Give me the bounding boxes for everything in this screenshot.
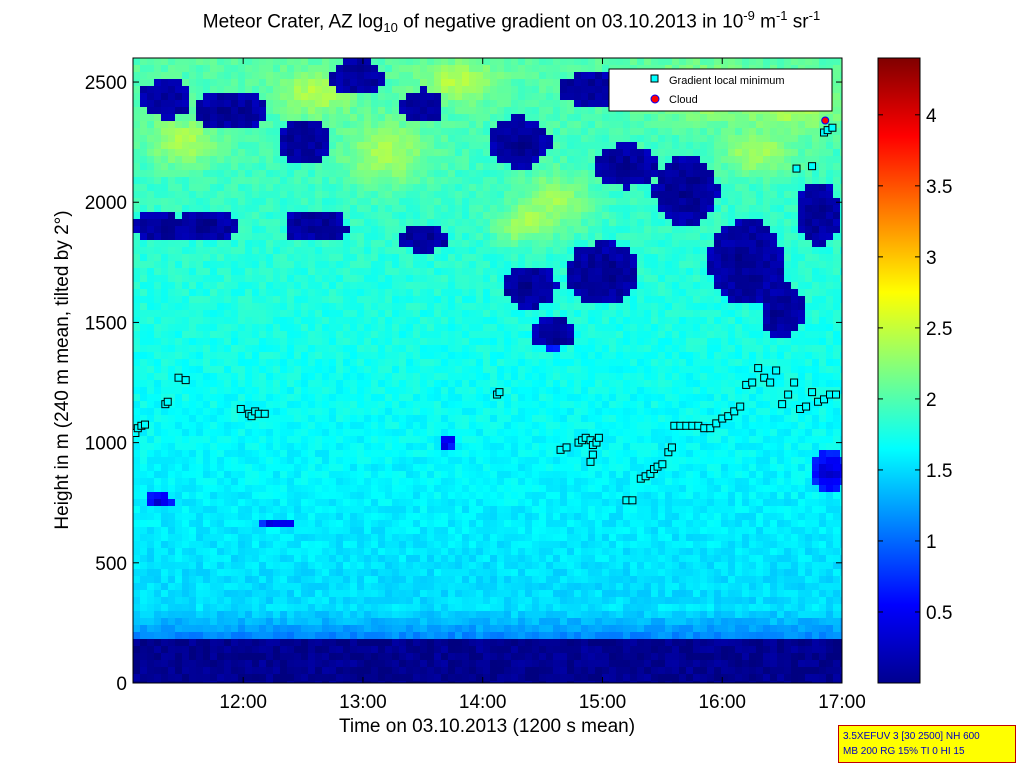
- y-tick-label: 1500: [85, 313, 127, 334]
- y-tick-label: 500: [95, 554, 127, 575]
- gradient-minimum-marker: [658, 460, 667, 469]
- colorbar-scale: [877, 57, 921, 684]
- colorbar: 0.5 1 1.5 2 2.5 3 3.5 4: [877, 57, 952, 684]
- gradient-minimum-marker: [140, 420, 149, 429]
- colorbar-tick-label: 2: [926, 390, 937, 411]
- gradient-minimum-marker: [790, 378, 799, 387]
- gradient-minimum-marker: [163, 397, 172, 406]
- gradient-minimum-marker: [808, 162, 817, 171]
- gradient-minimum-marker: [832, 390, 841, 399]
- colorbar-tick-label: 3: [926, 248, 937, 269]
- colorbar-tick-label: 1.5: [926, 461, 952, 482]
- markers: [133, 116, 841, 505]
- legend-square-icon: [650, 74, 659, 83]
- info-line-2: MB 200 RG 15% TI 0 HI 15: [843, 746, 965, 757]
- gradient-minimum-marker: [628, 496, 637, 505]
- gradient-minimum-marker: [562, 443, 571, 452]
- y-axis-label: Height in m (240 m mean, tilted by 2°): [52, 210, 73, 530]
- x-tick-label: 12:00: [219, 692, 267, 713]
- x-tick-label: 15:00: [579, 692, 627, 713]
- gradient-minimum-marker: [495, 388, 504, 397]
- legend: Gradient local minimum Cloud: [608, 68, 833, 112]
- colorbar-tick-label: 0.5: [926, 603, 952, 624]
- y-tick-label: 1000: [85, 434, 127, 455]
- y-tick-label: 0: [116, 674, 127, 695]
- legend-label-cloud: Cloud: [669, 94, 698, 106]
- gradient-minimum-marker: [760, 373, 769, 382]
- gradient-minimum-marker: [754, 364, 763, 373]
- x-tick-label: 14:00: [459, 692, 507, 713]
- gradient-minimum-marker: [667, 443, 676, 452]
- gradient-minimum-marker: [586, 457, 595, 466]
- heatmap-cells: [133, 58, 842, 683]
- gradient-minimum-marker: [181, 376, 190, 385]
- gradient-minimum-marker: [828, 123, 837, 132]
- gradient-minimum-marker: [820, 395, 829, 404]
- cloud-marker: [821, 116, 830, 125]
- x-tick-label: 17:00: [818, 692, 866, 713]
- colorbar-tick-label: 1: [926, 532, 937, 553]
- info-line-1: 3.5XEFUV 3 [30 2500] NH 600: [843, 731, 980, 742]
- colorbar-tick-label: 3.5: [926, 177, 952, 198]
- legend-label-gradient: Gradient local minimum: [669, 75, 785, 87]
- gradient-minimum-marker: [730, 407, 739, 416]
- gradient-minimum-marker: [724, 412, 733, 421]
- gradient-minimum-marker: [712, 419, 721, 428]
- plot-area: 12:00 13:00 14:00 15:00 16:00 17:00 0 500 1000 15…: [85, 57, 866, 713]
- y-tick-label: 2000: [85, 193, 127, 214]
- x-tick-label: 13:00: [339, 692, 387, 713]
- gradient-minimum-marker: [706, 424, 715, 433]
- gradient-minimum-marker: [772, 366, 781, 375]
- legend-circle-icon: [650, 94, 660, 104]
- x-tick-label: 16:00: [698, 692, 746, 713]
- gradient-minimum-marker: [736, 402, 745, 411]
- plot-frame: [132, 57, 843, 684]
- colorbar-tick-label: 2.5: [926, 319, 952, 340]
- gradient-minimum-marker: [802, 402, 811, 411]
- gradient-minimum-marker: [778, 400, 787, 409]
- legend-box: [608, 68, 833, 112]
- gradient-minimum-marker: [260, 409, 269, 418]
- parameter-info-box: 3.5XEFUV 3 [30 2500] NH 600 MB 200 RG 15…: [838, 725, 1016, 763]
- gradient-minimum-marker: [588, 450, 597, 459]
- gradient-minimum-marker: [792, 164, 801, 173]
- x-axis-label: Time on 03.10.2013 (1200 s mean): [338, 716, 636, 737]
- chart-title: Meteor Crater, AZ log10 of negative grad…: [202, 8, 821, 36]
- gradient-minimum-marker: [594, 433, 603, 442]
- gradient-minimum-marker: [784, 390, 793, 399]
- y-tick-label: 2500: [85, 73, 127, 94]
- gradient-minimum-marker: [174, 373, 183, 382]
- gradient-minimum-marker: [236, 404, 245, 413]
- gradient-minimum-marker: [808, 388, 817, 397]
- gradient-minimum-marker: [748, 378, 757, 387]
- colorbar-tick-label: 4: [926, 106, 937, 127]
- gradient-minimum-marker: [766, 378, 775, 387]
